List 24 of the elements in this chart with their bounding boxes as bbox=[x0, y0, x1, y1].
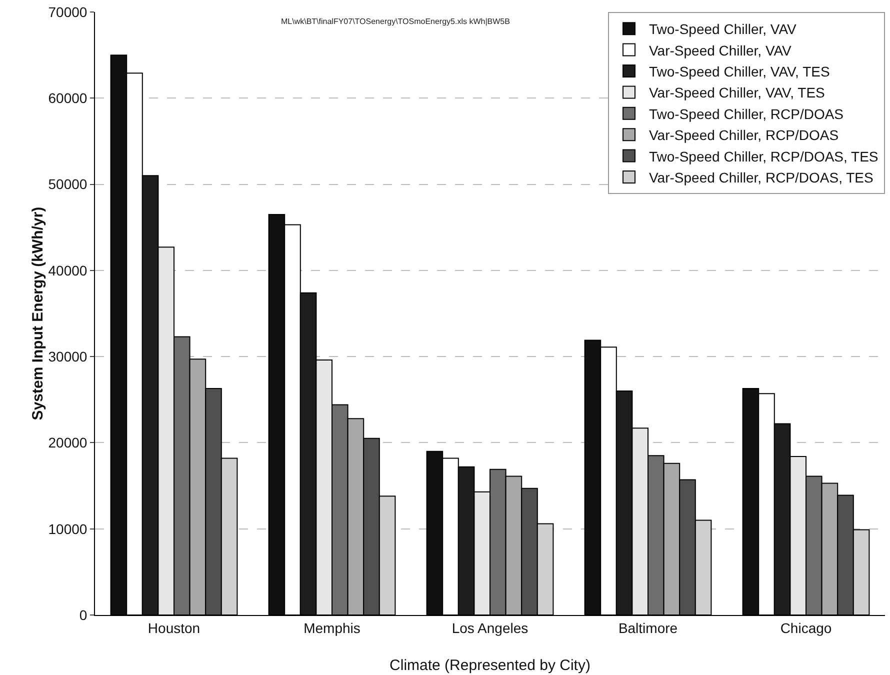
legend-label: Two-Speed Chiller, RCP/DOAS bbox=[649, 106, 844, 122]
x-tick-label: Memphis bbox=[304, 620, 360, 636]
y-tick-label: 0 bbox=[79, 606, 88, 623]
y-tick-label: 40000 bbox=[48, 262, 88, 278]
x-axis-title: Climate (Represented by City) bbox=[390, 657, 590, 674]
annotation: ML\wk\BT\finalFY07\TOSenergy\TOSmoEnergy5.xls kWh|BW5B bbox=[281, 17, 510, 26]
y-tick-label: 50000 bbox=[48, 176, 88, 192]
x-tick-label: Houston bbox=[148, 620, 200, 636]
legend-label: Var-Speed Chiller, VAV, TES bbox=[649, 84, 825, 101]
legend-label: Var-Speed Chiller, VAV bbox=[649, 42, 792, 58]
x-tick-label: Baltimore bbox=[618, 620, 678, 636]
y-tick-label: 20000 bbox=[48, 434, 88, 451]
y-tick-label: 30000 bbox=[48, 348, 88, 364]
y-tick-label: 70000 bbox=[48, 4, 88, 20]
legend-label: Two-Speed Chiller, RCP/DOAS, TES bbox=[649, 148, 878, 164]
y-tick-label: 10000 bbox=[48, 520, 88, 537]
x-tick-label: Los Angeles bbox=[452, 620, 528, 636]
legend-label: Var-Speed Chiller, RCP/DOAS bbox=[649, 127, 839, 144]
legend-label: Var-Speed Chiller, RCP/DOAS, TES bbox=[649, 169, 874, 186]
legend-label: Two-Speed Chiller, VAV bbox=[649, 21, 797, 38]
x-tick-label: Chicago bbox=[780, 620, 832, 636]
y-tick-label: 60000 bbox=[48, 90, 88, 106]
legend-label: Two-Speed Chiller, VAV, TES bbox=[649, 63, 830, 80]
y-axis-title: System Input Energy (kWh/yr) bbox=[29, 206, 46, 420]
